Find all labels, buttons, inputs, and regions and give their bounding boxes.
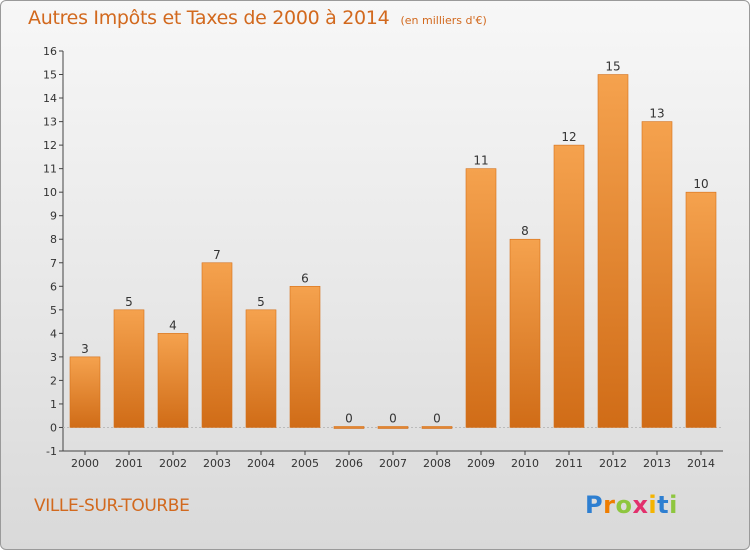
y-tick-label: 11 xyxy=(43,163,57,176)
y-tick-label: 15 xyxy=(43,69,57,82)
bar xyxy=(553,144,585,428)
x-tick-label: 2001 xyxy=(115,457,143,470)
y-tick-label: 5 xyxy=(50,304,57,317)
logo-letter: P xyxy=(585,491,604,519)
bar xyxy=(289,285,321,428)
bar xyxy=(113,309,145,428)
logo-letter: i xyxy=(669,491,678,519)
y-tick-label: 13 xyxy=(43,116,57,129)
bar xyxy=(201,262,233,428)
city-name: VILLE-SUR-TOURBE xyxy=(34,496,190,516)
logo-letter: r xyxy=(603,491,616,519)
y-tick-label: 4 xyxy=(50,327,57,340)
data-label: 11 xyxy=(473,154,488,168)
x-tick-label: 2002 xyxy=(159,457,187,470)
bar xyxy=(641,121,673,428)
x-tick-label: 2009 xyxy=(467,457,495,470)
y-tick-label: 6 xyxy=(50,280,57,293)
x-tick-label: 2011 xyxy=(555,457,583,470)
chart-bars xyxy=(69,74,717,429)
logo-letter: x xyxy=(632,491,649,519)
y-tick-label: 9 xyxy=(50,210,57,223)
x-tick-label: 2003 xyxy=(203,457,231,470)
data-label: 4 xyxy=(169,318,177,332)
data-label: 3 xyxy=(81,342,89,356)
x-tick-label: 2007 xyxy=(379,457,407,470)
x-tick-label: 2006 xyxy=(335,457,363,470)
chart-unit-note: (en milliers d'€) xyxy=(400,14,487,27)
chart-title-block: Autres Impôts et Taxes de 2000 à 2014 (e… xyxy=(28,7,487,29)
bar xyxy=(377,426,409,429)
y-tick-label: 2 xyxy=(50,374,57,387)
data-label: 0 xyxy=(345,411,353,425)
data-label: 5 xyxy=(125,295,133,309)
bar xyxy=(509,238,541,428)
y-tick-label: 16 xyxy=(43,45,57,58)
logo-letter: t xyxy=(657,491,670,519)
data-label: 7 xyxy=(213,248,221,262)
bar xyxy=(69,356,101,428)
x-tick-label: 2013 xyxy=(643,457,671,470)
bar xyxy=(597,74,629,428)
data-label: 15 xyxy=(605,60,620,74)
bar xyxy=(157,333,189,428)
logo-letter: i xyxy=(648,491,658,519)
y-tick-label: 12 xyxy=(43,139,57,152)
x-tick-label: 2005 xyxy=(291,457,319,470)
y-tick-label: 7 xyxy=(50,257,57,270)
bar xyxy=(421,426,453,429)
bar xyxy=(333,426,365,429)
chart-data-labels: 3 5 4 7 5 6 0 0 0 11 8 12 15 13 10 xyxy=(81,60,708,426)
x-tick-label: 2014 xyxy=(687,457,715,470)
logo-letter: o xyxy=(615,491,633,519)
y-tick-label: 3 xyxy=(50,351,57,364)
y-tick-label: 8 xyxy=(50,233,57,246)
data-label: 12 xyxy=(561,130,576,144)
bar xyxy=(245,309,277,428)
data-label: 13 xyxy=(649,107,664,121)
y-tick-label: -1 xyxy=(46,445,57,458)
x-tick-label: 2010 xyxy=(511,457,539,470)
bar xyxy=(685,191,717,428)
data-label: 10 xyxy=(693,177,708,191)
x-tick-label: 2000 xyxy=(71,457,99,470)
x-tick-label: 2004 xyxy=(247,457,275,470)
y-tick-label: 1 xyxy=(50,398,57,411)
data-label: 0 xyxy=(433,411,441,425)
data-label: 6 xyxy=(301,271,309,285)
x-tick-label: 2012 xyxy=(599,457,627,470)
y-tick-label: 10 xyxy=(43,186,57,199)
y-tick-label: 0 xyxy=(50,421,57,434)
bar xyxy=(465,168,497,428)
proxiti-logo: Proxiti xyxy=(585,491,678,519)
chart-title: Autres Impôts et Taxes de 2000 à 2014 xyxy=(28,7,390,29)
data-label: 0 xyxy=(389,411,397,425)
y-tick-label: 14 xyxy=(43,92,57,105)
data-label: 5 xyxy=(257,295,265,309)
x-tick-label: 2008 xyxy=(423,457,451,470)
data-label: 8 xyxy=(521,224,529,238)
